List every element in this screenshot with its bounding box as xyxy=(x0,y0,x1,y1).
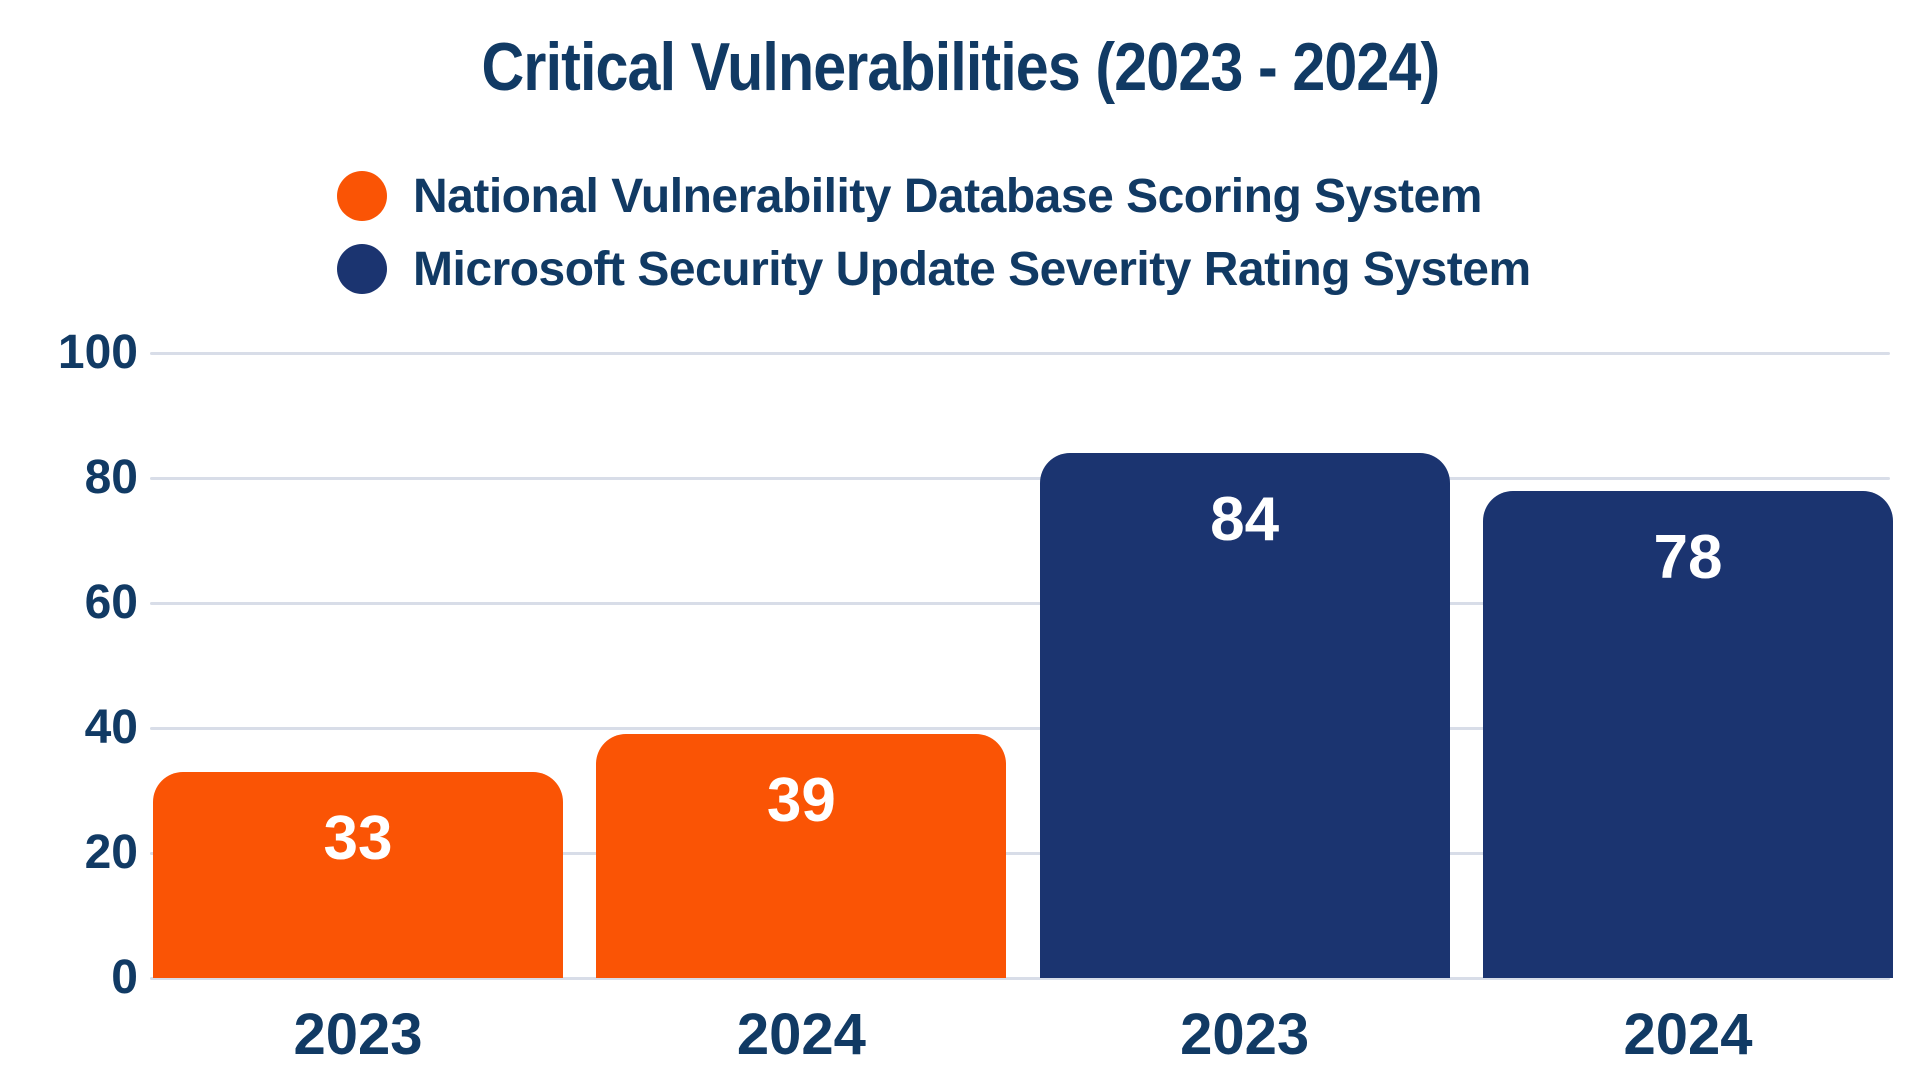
chart-title: Critical Vulnerabilities (2023 - 2024) xyxy=(0,30,1920,105)
y-axis-tick-40: 40 xyxy=(84,701,138,754)
bar-2024-2: 39 xyxy=(596,734,1007,978)
legend-dot-navy-icon xyxy=(337,244,387,294)
gridline-y80 xyxy=(150,476,1890,480)
gridline-y100 xyxy=(150,351,1890,355)
legend-item-nvd: National Vulnerability Database Scoring … xyxy=(337,167,1531,225)
legend-item-msrc: Microsoft Security Update Severity Ratin… xyxy=(337,240,1531,298)
x-axis-label-1: 2023 xyxy=(293,1002,423,1067)
y-axis-tick-100: 100 xyxy=(57,326,138,379)
x-axis-label-2: 2024 xyxy=(736,1002,866,1067)
bar-value-label: 84 xyxy=(1210,485,1280,554)
legend: National Vulnerability Database Scoring … xyxy=(337,167,1531,313)
bar-2024-4: 78 xyxy=(1482,490,1893,978)
y-axis-tick-0: 0 xyxy=(111,951,138,1004)
chart-title-text: Critical Vulnerabilities (2023 - 2024) xyxy=(481,29,1440,105)
legend-dot-orange-icon xyxy=(337,171,387,221)
x-axis-label-3: 2023 xyxy=(1180,1002,1310,1067)
bar-value-label: 33 xyxy=(323,803,393,873)
y-axis-tick-20: 20 xyxy=(84,826,138,879)
legend-label-nvd: National Vulnerability Database Scoring … xyxy=(413,169,1482,223)
legend-label-msrc: Microsoft Security Update Severity Ratin… xyxy=(413,242,1531,296)
bar-value-label: 39 xyxy=(766,766,836,836)
y-axis-tick-60: 60 xyxy=(84,576,138,629)
bar-2023-3: 84 xyxy=(1039,453,1450,978)
bar-2023-1: 33 xyxy=(153,771,563,978)
gridline-y60 xyxy=(150,601,1890,605)
bar-value-label: 78 xyxy=(1653,522,1723,592)
gridline-y20 xyxy=(150,851,1890,855)
x-axis-label-4: 2024 xyxy=(1623,1002,1753,1067)
gridline-y40 xyxy=(150,726,1890,730)
gridline-y0 xyxy=(150,976,1890,980)
y-axis-tick-80: 80 xyxy=(84,451,138,504)
